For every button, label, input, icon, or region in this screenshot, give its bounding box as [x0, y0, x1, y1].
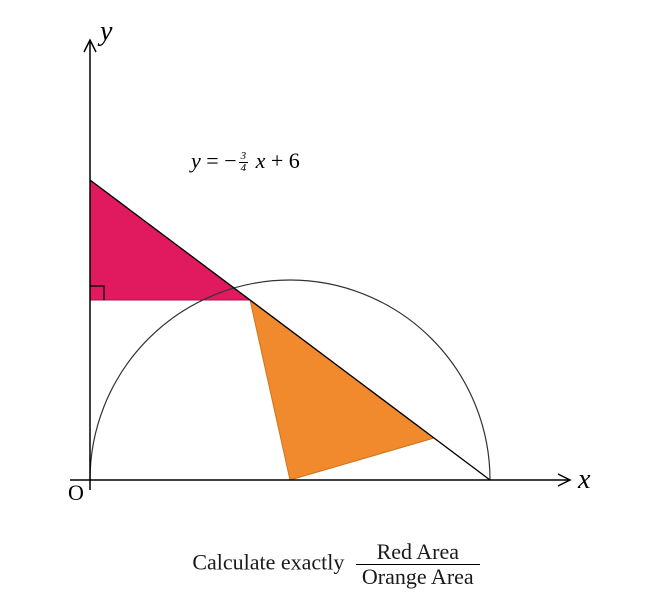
line-equation: y = −34 x + 6: [191, 148, 300, 174]
y-axis-label: y: [97, 16, 113, 47]
geometry-plot: x y O: [0, 0, 672, 540]
eqn-eq: =: [206, 148, 224, 173]
origin-label: O: [68, 480, 84, 505]
eqn-frac-den: 4: [239, 163, 249, 174]
eqn-fraction: 34: [239, 151, 249, 174]
caption-lead: Calculate exactly: [192, 550, 344, 575]
fraction-numerator: Red Area: [356, 540, 480, 565]
x-axis-label: x: [577, 464, 591, 495]
eqn-y: y: [191, 148, 201, 173]
eqn-x: x: [256, 148, 266, 173]
fraction-denominator: Orange Area: [356, 565, 480, 589]
eqn-minus: −: [224, 148, 236, 173]
eqn-plus6: + 6: [271, 148, 300, 173]
caption: Calculate exactly Red Area Orange Area: [0, 540, 672, 589]
orange-triangle: [250, 300, 434, 480]
ratio-fraction: Red Area Orange Area: [356, 540, 480, 589]
figure-container: x y O y = −34 x + 6 Calculate exactly Red …: [0, 0, 672, 604]
